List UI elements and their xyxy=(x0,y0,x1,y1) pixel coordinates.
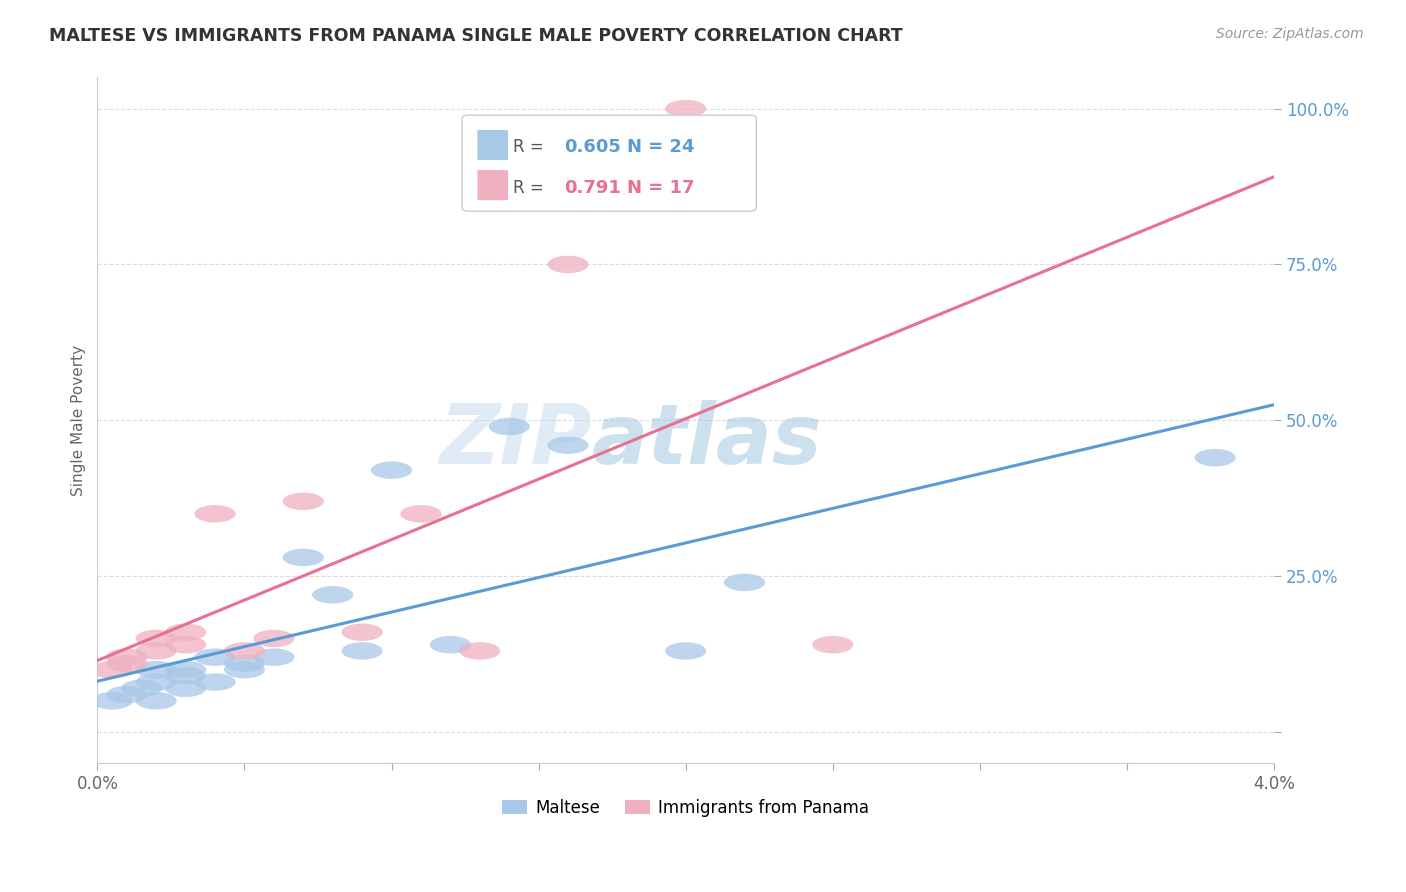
Ellipse shape xyxy=(283,549,323,566)
Text: 0.605: 0.605 xyxy=(564,138,621,156)
Ellipse shape xyxy=(665,642,706,660)
Ellipse shape xyxy=(194,648,236,666)
Ellipse shape xyxy=(165,661,207,678)
Ellipse shape xyxy=(135,661,177,678)
Ellipse shape xyxy=(194,673,236,690)
Ellipse shape xyxy=(401,505,441,523)
FancyBboxPatch shape xyxy=(478,170,508,200)
FancyBboxPatch shape xyxy=(478,130,508,160)
Ellipse shape xyxy=(460,642,501,660)
Ellipse shape xyxy=(724,574,765,591)
Ellipse shape xyxy=(253,648,294,666)
Ellipse shape xyxy=(135,642,177,660)
Ellipse shape xyxy=(253,630,294,648)
Ellipse shape xyxy=(91,692,132,709)
Text: MALTESE VS IMMIGRANTS FROM PANAMA SINGLE MALE POVERTY CORRELATION CHART: MALTESE VS IMMIGRANTS FROM PANAMA SINGLE… xyxy=(49,27,903,45)
Ellipse shape xyxy=(135,673,177,690)
Ellipse shape xyxy=(135,692,177,709)
Ellipse shape xyxy=(121,680,162,697)
Text: N = 24: N = 24 xyxy=(627,138,695,156)
Ellipse shape xyxy=(165,624,207,641)
Ellipse shape xyxy=(371,461,412,479)
Ellipse shape xyxy=(1195,449,1236,467)
Ellipse shape xyxy=(107,648,148,666)
Ellipse shape xyxy=(107,655,148,672)
Ellipse shape xyxy=(165,667,207,684)
Ellipse shape xyxy=(489,417,530,435)
Text: Source: ZipAtlas.com: Source: ZipAtlas.com xyxy=(1216,27,1364,41)
Ellipse shape xyxy=(165,636,207,654)
Ellipse shape xyxy=(342,624,382,641)
Ellipse shape xyxy=(547,256,589,273)
Ellipse shape xyxy=(165,680,207,697)
Text: atlas: atlas xyxy=(592,401,823,482)
Y-axis label: Single Male Poverty: Single Male Poverty xyxy=(72,344,86,496)
Text: 0.791: 0.791 xyxy=(564,179,621,197)
Ellipse shape xyxy=(107,686,148,703)
Ellipse shape xyxy=(430,636,471,654)
Ellipse shape xyxy=(194,505,236,523)
Ellipse shape xyxy=(224,655,264,672)
Ellipse shape xyxy=(342,642,382,660)
Text: R =: R = xyxy=(513,138,548,156)
Ellipse shape xyxy=(224,661,264,678)
Ellipse shape xyxy=(665,100,706,118)
Ellipse shape xyxy=(813,636,853,654)
FancyBboxPatch shape xyxy=(463,115,756,211)
Legend: Maltese, Immigrants from Panama: Maltese, Immigrants from Panama xyxy=(495,792,876,823)
Ellipse shape xyxy=(224,642,264,660)
Text: N = 17: N = 17 xyxy=(627,179,695,197)
Ellipse shape xyxy=(547,436,589,454)
Text: R =: R = xyxy=(513,179,548,197)
Text: ZIP: ZIP xyxy=(439,401,592,482)
Ellipse shape xyxy=(312,586,353,604)
Ellipse shape xyxy=(283,492,323,510)
Ellipse shape xyxy=(91,661,132,678)
Ellipse shape xyxy=(135,630,177,648)
